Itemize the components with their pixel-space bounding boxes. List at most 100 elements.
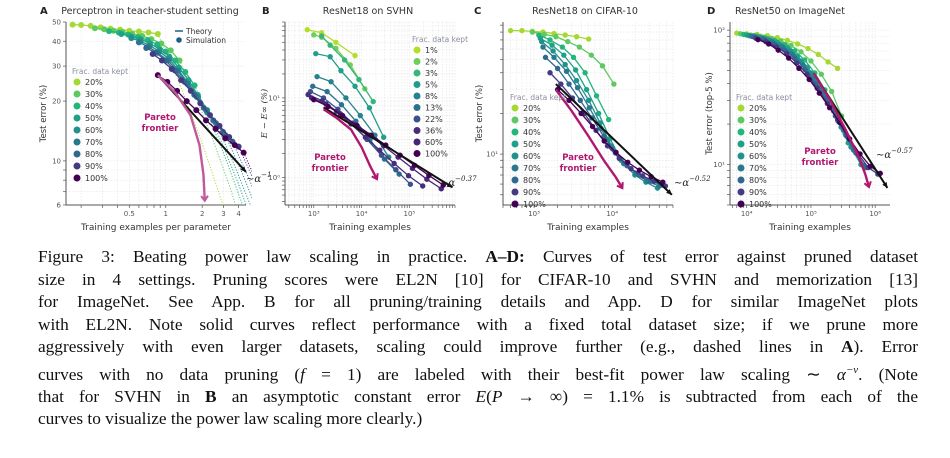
legend-swatch [511,164,519,172]
data-point [566,81,572,87]
legend-label: 20% [749,104,767,113]
data-point [784,37,791,44]
data-point [197,100,204,107]
data-point [605,116,612,123]
x-axis-label: Training examples per parameter [80,223,231,233]
data-point [538,38,545,45]
legend-label: 40% [523,128,541,137]
data-point [507,27,514,34]
data-point [176,57,183,64]
legend-label: 60% [749,152,767,161]
data-point [370,98,376,105]
pareto-frontier-line [156,74,206,201]
y-tick-label: 20 [52,98,61,106]
data-point [106,28,113,35]
data-point [559,44,566,50]
legend-title: Frac. data kept [72,67,128,76]
legend-label: 80% [85,150,103,159]
data-point [231,142,238,149]
legend-label: 40% [749,128,767,137]
legend-swatch [511,152,519,160]
panel-letter: A [40,6,48,17]
legend-swatch [73,126,81,134]
legend-label: 70% [749,164,767,173]
y-axis-label: Test error (%) [39,85,49,143]
data-point [573,77,580,84]
legend-label: 40% [85,102,103,111]
legend-swatch [73,102,81,110]
chart-panel-c: C ResNet18 on CIFAR-10 10³ 10⁴ 10¹ Training e… [474,6,711,233]
data-point [440,182,446,188]
x-axis-label: Training examples [768,223,851,233]
data-point [212,125,219,132]
legend-label: 100% [749,200,772,209]
legend-label: 90% [85,162,103,171]
legend-swatch [737,164,745,172]
data-point [311,32,317,38]
caption-line: curves with no data pruning (f = 1) are … [38,363,918,384]
data-point [318,33,325,39]
data-point [313,50,319,57]
data-point [547,70,553,76]
data-point [565,38,571,45]
data-point [815,51,821,58]
data-point [755,36,761,43]
series-line [152,53,240,148]
legend-swatch [737,128,745,136]
legend-swatch [737,176,745,184]
data-point [377,147,383,153]
caption-emphasis: −ν [845,363,859,376]
data-point [149,51,156,58]
y-axis-label: Test error (top-5 %) [705,72,715,156]
legend: Frac. data kept 20% 30% 40% 50% 60% 70% 80% 90% 1… [72,67,128,183]
legend-swatch [413,138,421,146]
data-point [78,21,85,28]
pareto-frontier-line [322,108,379,180]
x-tick-label: 2 [200,210,204,218]
legend-swatch [413,104,421,111]
series-40pct [536,32,612,123]
series-20pct [507,27,592,42]
pareto-label: frontier [142,124,180,134]
legend-label: 30% [749,116,767,125]
caption-line: with EL2N. Note solid curves reflect per… [38,314,918,334]
legend-label: 22% [425,115,443,124]
data-point [352,52,358,59]
plot-area [69,21,252,205]
theory-dashed-line [232,141,252,188]
y-tick-label: 10 [52,157,61,165]
legend-label: 5% [425,81,438,90]
data-point [585,36,592,42]
legend-label: 20% [523,104,541,113]
data-point [407,181,414,187]
data-point [396,171,402,177]
data-point [577,97,583,104]
legend: Frac. data kept 1% 2% 3% 5% 8% 13% 22% 36% 60% 100… [412,35,468,159]
data-point [553,33,559,40]
data-point [341,57,348,63]
legend-label: 60% [425,138,443,147]
y-tick-label: 10¹ [713,161,725,169]
pareto-label: frontier [802,158,840,168]
pareto-label: frontier [560,164,598,174]
theory-dashed-line [194,85,244,205]
legend-swatch [737,140,745,148]
power-law-arrowhead [882,181,888,188]
x-tick-label: 1 [164,210,168,218]
series-90pct [149,51,242,150]
data-point [91,25,98,32]
data-point [586,105,593,111]
series-line [157,74,245,154]
data-point [582,70,588,76]
data-point [519,27,525,34]
legend-swatch [73,162,81,170]
data-point [794,41,801,47]
legend-label: 70% [85,138,103,147]
data-point [386,154,392,160]
legend-label: 3% [425,69,438,78]
data-point [796,65,802,72]
series-100pct [554,86,666,185]
data-point [352,83,358,89]
power-law-label: ∼α−0.52 [674,175,711,189]
x-tick-label: 10³ [308,210,320,218]
